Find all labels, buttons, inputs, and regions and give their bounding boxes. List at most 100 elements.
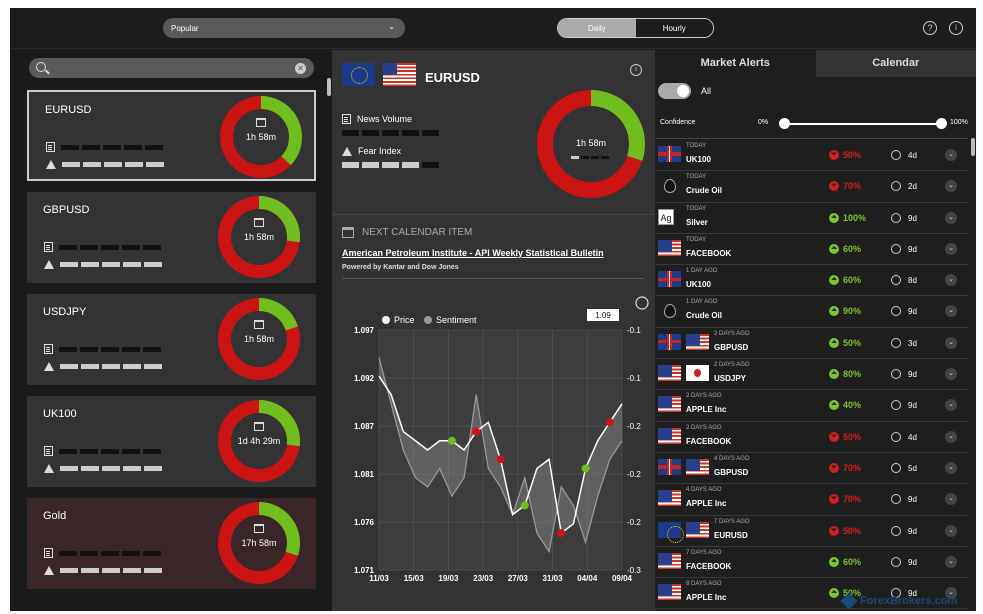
- watchlist-card[interactable]: Gold 17h 58m: [27, 498, 316, 589]
- confidence-slider[interactable]: [779, 118, 947, 129]
- search-icon: [36, 62, 46, 72]
- expand-icon[interactable]: ⌄: [945, 180, 957, 193]
- watchlist-card[interactable]: EURUSD 1h 58m: [27, 90, 316, 181]
- alert-row[interactable]: 1 DAY AGO Crude Oil ⏶ 90% 9d ⌄: [655, 296, 968, 328]
- eu-flag-icon: [658, 521, 684, 543]
- expand-icon[interactable]: ⌄: [945, 587, 957, 600]
- signal-up-marker[interactable]: [447, 436, 456, 445]
- alert-period: 9d: [908, 370, 917, 380]
- search-input[interactable]: ✕: [29, 58, 314, 78]
- all-label: All: [701, 86, 712, 96]
- expand-icon[interactable]: ⌄: [945, 493, 957, 506]
- alert-row[interactable]: 2 DAYS AGO FACEBOOK ⏷ 50% 4d ⌄: [655, 422, 968, 453]
- arrow-down-icon: ⏷: [829, 431, 839, 442]
- alert-time: 2 DAYS AGO: [714, 330, 750, 337]
- expand-icon[interactable]: ⌄: [945, 305, 957, 318]
- news-volume-label: News Volume: [342, 114, 412, 124]
- alert-row[interactable]: 7 DAYS AGO FACEBOOK ⏶ 60% 9d ⌄: [655, 547, 968, 579]
- alert-row[interactable]: 2 DAYS AGO USDJPY ⏶ 80% 9d ⌄: [655, 359, 968, 391]
- alert-period: 9d: [908, 557, 917, 567]
- watchlist-card[interactable]: GBPUSD 1h 58m: [27, 192, 316, 283]
- watchlist-card[interactable]: UK100 1d 4h 29m: [27, 396, 316, 487]
- tab-calendar[interactable]: Calendar: [815, 50, 976, 77]
- info-icon[interactable]: i: [630, 64, 642, 76]
- us-flag-icon: [658, 239, 681, 256]
- expand-icon[interactable]: ⌄: [945, 336, 957, 349]
- timeframe-toggle[interactable]: Daily Hourly: [557, 18, 714, 38]
- scrollbar[interactable]: [971, 138, 975, 156]
- y2-tick-label: -0.1: [627, 374, 641, 383]
- expand-icon[interactable]: ⌄: [945, 149, 957, 161]
- alert-row[interactable]: 4 DAYS AGO GBPUSD ⏷ 70% 5d ⌄: [655, 453, 968, 485]
- expand-icon[interactable]: ⌄: [945, 555, 957, 568]
- chevron-down-icon: ⌄: [388, 22, 395, 31]
- daily-option[interactable]: Daily: [558, 19, 636, 37]
- expand-icon[interactable]: ⌄: [945, 430, 957, 443]
- alert-instrument: UK100: [686, 280, 711, 290]
- alert-row[interactable]: 2 DAYS AGO GBPUSD ⏶ 50% 3d ⌄: [655, 328, 968, 360]
- alert-row[interactable]: TODAY FACEBOOK ⏶ 60% 9d ⌄: [655, 234, 968, 266]
- expand-icon[interactable]: ⌄: [945, 211, 957, 224]
- alert-row[interactable]: TODAY UK100 ⏷ 50% 4d ⌄: [655, 140, 968, 172]
- clear-icon[interactable]: ✕: [295, 63, 306, 74]
- expand-icon[interactable]: ⌄: [945, 242, 957, 255]
- document-icon: [46, 142, 55, 152]
- expand-icon[interactable]: ⌄: [945, 274, 957, 287]
- countdown-time: 1h 58m: [245, 132, 277, 142]
- alert-period: 9d: [908, 244, 917, 254]
- hourly-option[interactable]: Hourly: [635, 19, 713, 37]
- calendar-icon: [254, 218, 264, 227]
- tab-market-alerts[interactable]: Market Alerts: [655, 50, 816, 77]
- scrollbar[interactable]: [327, 78, 331, 96]
- alert-period: 9d: [908, 307, 917, 317]
- countdown-ring: 1h 58m: [220, 96, 302, 178]
- next-calendar-label: NEXT CALENDAR ITEM: [342, 227, 472, 238]
- watchlist-card[interactable]: USDJPY 1h 58m: [27, 294, 316, 385]
- countdown-time: 1h 58m: [243, 334, 275, 344]
- help-icon[interactable]: ?: [923, 21, 937, 35]
- category-dropdown[interactable]: Popular ⌄: [163, 18, 405, 38]
- alert-row[interactable]: TODAY Crude Oil ⏷ 70% 2d ⌄: [655, 171, 968, 203]
- calendar-icon: [256, 118, 266, 127]
- countdown-ring: 1h 58m: [218, 196, 300, 278]
- current-value-badge: [587, 309, 619, 321]
- info-icon[interactable]: i: [949, 21, 963, 35]
- alert-row[interactable]: 7 DAYS AGO EURUSD ⏷ 50% 9d ⌄: [655, 516, 968, 547]
- divergence-area: [379, 357, 622, 552]
- signal-down-marker[interactable]: [557, 529, 566, 538]
- alert-row[interactable]: 1 DAY AGO UK100 ⏶ 60% 8d ⌄: [655, 265, 968, 297]
- clock-icon: [891, 525, 901, 536]
- signal-down-marker[interactable]: [472, 427, 481, 436]
- drop-flag-icon: [658, 302, 681, 319]
- alert-period: 9d: [908, 495, 917, 505]
- card-name: EURUSD: [45, 104, 92, 116]
- warning-icon: [44, 260, 54, 269]
- signal-down-marker[interactable]: [496, 455, 505, 464]
- expand-icon[interactable]: ⌄: [945, 461, 957, 474]
- us-flag-icon: [658, 584, 681, 601]
- y-tick-label: 1.087: [354, 422, 375, 431]
- alert-time: TODAY: [686, 205, 707, 212]
- confidence-value: ⏶ 40%: [829, 400, 861, 411]
- alert-row[interactable]: Ag TODAY Silver ⏶ 100% 9d ⌄: [655, 203, 968, 234]
- x-tick-label: 19/03: [438, 574, 459, 583]
- warning-icon: [44, 362, 54, 371]
- info-icon[interactable]: [635, 296, 649, 310]
- event-title-link[interactable]: American Petroleum Institute - API Weekl…: [342, 248, 604, 258]
- x-tick-label: 09/04: [612, 574, 633, 583]
- detail-pair-title: EURUSD: [425, 70, 480, 85]
- alert-time: 7 DAYS AGO: [686, 549, 722, 556]
- alert-row[interactable]: 8 DAYS AGO APPLE Inc ⏶ 50% 9d ⌄: [655, 578, 968, 610]
- expand-icon[interactable]: ⌄: [945, 368, 957, 381]
- expand-icon[interactable]: ⌄: [945, 524, 957, 537]
- alert-row[interactable]: 4 DAYS AGO APPLE Inc ⏷ 70% 9d ⌄: [655, 484, 968, 516]
- expand-icon[interactable]: ⌄: [945, 399, 957, 412]
- signal-up-marker[interactable]: [581, 464, 590, 473]
- signal-up-marker[interactable]: [520, 501, 529, 510]
- countdown-ring: 1h 58m: [537, 90, 645, 198]
- x-tick-label: 23/03: [473, 574, 494, 583]
- signal-down-marker[interactable]: [605, 418, 614, 427]
- all-toggle[interactable]: [658, 83, 691, 99]
- alert-row[interactable]: 2 DAYS AGO APPLE Inc ⏶ 40% 9d ⌄: [655, 390, 968, 422]
- alert-period: 9d: [908, 401, 917, 411]
